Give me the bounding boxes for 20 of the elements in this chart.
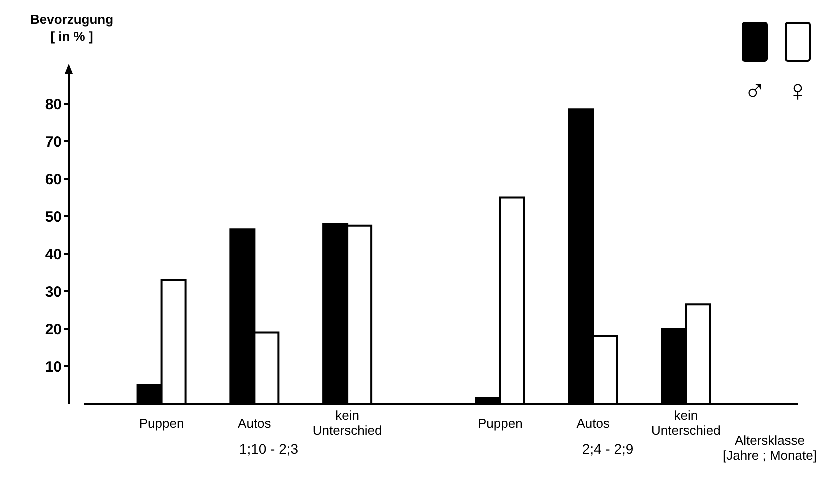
y-tick-label: 50 <box>45 208 62 226</box>
text: Altersklasse [Jahre ; Monate] <box>723 433 817 463</box>
y-tick-label: 30 <box>45 284 62 301</box>
legend-label: ♂ <box>744 75 766 108</box>
text: 1;10 - 2;3 <box>239 441 299 457</box>
y-tick-label: 80 <box>45 96 62 114</box>
x-tick-label: kein Unterschied <box>312 408 382 438</box>
y-tick-label: 10 <box>45 358 62 376</box>
x-tick-label: Puppen <box>139 416 184 431</box>
y-axis-title: Bevorzugung [ in % ] <box>30 12 114 44</box>
y-tick-label: 70 <box>45 134 62 151</box>
x-tick-label: kein Unterschied <box>652 408 721 438</box>
y-tick-label: 40 <box>45 246 62 264</box>
x-tick-label: Autos <box>576 416 610 431</box>
x-tick-label: Autos <box>238 416 272 431</box>
y-tick-label: 60 <box>45 171 62 188</box>
text: 2;4 - 2;9 <box>582 441 634 457</box>
x-tick-label: Puppen <box>478 416 523 431</box>
y-tick-label: 20 <box>45 321 62 338</box>
legend-label: ♀ <box>786 75 810 108</box>
